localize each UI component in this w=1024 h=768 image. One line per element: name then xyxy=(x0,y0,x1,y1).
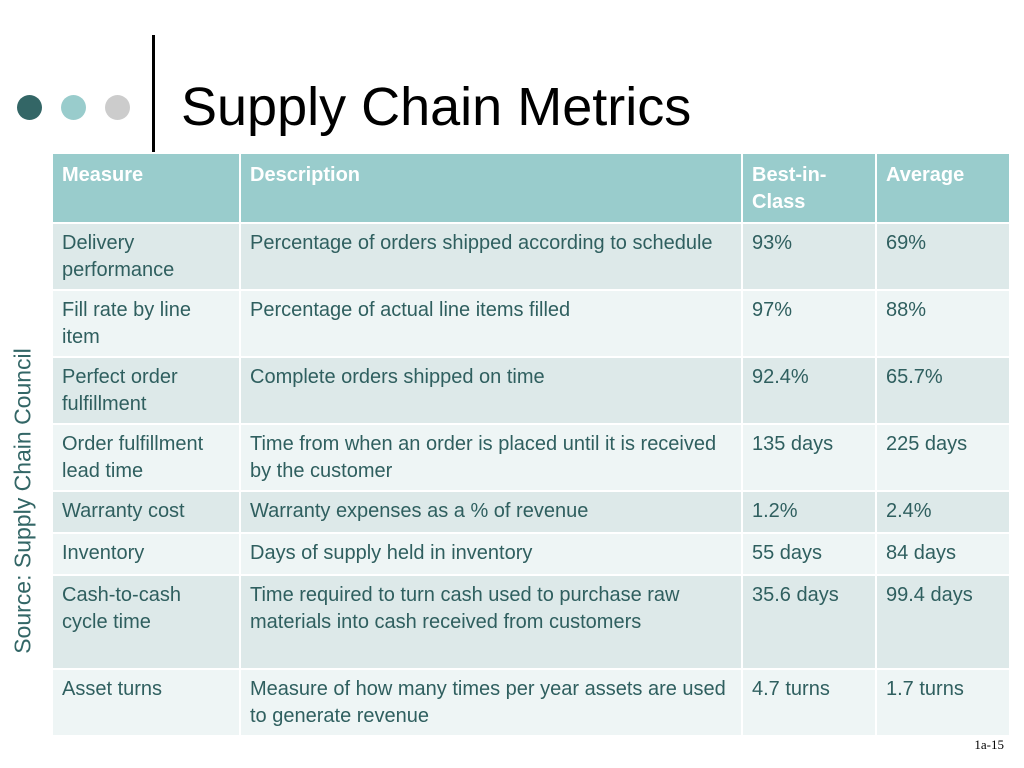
measure-cell: Perfect order fulfillment xyxy=(53,358,239,423)
table-row: Delivery performance Percentage of order… xyxy=(53,224,1009,289)
average-cell: 69% xyxy=(877,224,1009,289)
average-cell: 65.7% xyxy=(877,358,1009,423)
measure-cell: Asset turns xyxy=(53,670,239,735)
metrics-table: Measure Description Best-in-Class Averag… xyxy=(51,152,1011,737)
table-header-row: Measure Description Best-in-Class Averag… xyxy=(53,154,1009,222)
column-header-description: Description xyxy=(241,154,741,222)
measure-cell: Inventory xyxy=(53,534,239,574)
source-note: Source: Supply Chain Council xyxy=(9,348,36,654)
description-cell: Time from when an order is placed until … xyxy=(241,425,741,490)
best-in-class-cell: 1.2% xyxy=(743,492,875,532)
table-row: Order fulfillment lead time Time from wh… xyxy=(53,425,1009,490)
page-number: 1a-15 xyxy=(974,737,1004,752)
column-header-best-in-class: Best-in-Class xyxy=(743,154,875,222)
measure-cell: Fill rate by line item xyxy=(53,291,239,356)
average-cell: 1.7 turns xyxy=(877,670,1009,735)
description-cell: Percentage of actual line items filled xyxy=(241,291,741,356)
average-cell: 225 days xyxy=(877,425,1009,490)
average-cell: 88% xyxy=(877,291,1009,356)
measure-cell: Warranty cost xyxy=(53,492,239,532)
description-cell: Percentage of orders shipped according t… xyxy=(241,224,741,289)
best-in-class-cell: 93% xyxy=(743,224,875,289)
column-header-average: Average xyxy=(877,154,1009,222)
title-divider xyxy=(152,35,155,152)
description-cell: Warranty expenses as a % of revenue xyxy=(241,492,741,532)
measure-cell: Delivery performance xyxy=(53,224,239,289)
description-cell: Time required to turn cash used to purch… xyxy=(241,576,741,668)
decorative-dot-gray xyxy=(105,95,130,120)
table-row: Cash-to-cash cycle time Time required to… xyxy=(53,576,1009,668)
average-cell: 2.4% xyxy=(877,492,1009,532)
slide-title: Supply Chain Metrics xyxy=(181,77,692,137)
description-cell: Complete orders shipped on time xyxy=(241,358,741,423)
best-in-class-cell: 35.6 days xyxy=(743,576,875,668)
column-header-measure: Measure xyxy=(53,154,239,222)
table-row: Asset turns Measure of how many times pe… xyxy=(53,670,1009,735)
source-note-container: Source: Supply Chain Council xyxy=(5,330,41,672)
table-row: Perfect order fulfillment Complete order… xyxy=(53,358,1009,423)
measure-cell: Order fulfillment lead time xyxy=(53,425,239,490)
decorative-dot-dark xyxy=(17,95,42,120)
decorative-dot-teal xyxy=(61,95,86,120)
table-row: Fill rate by line item Percentage of act… xyxy=(53,291,1009,356)
description-cell: Measure of how many times per year asset… xyxy=(241,670,741,735)
average-cell: 99.4 days xyxy=(877,576,1009,668)
measure-cell: Cash-to-cash cycle time xyxy=(53,576,239,668)
table-row: Warranty cost Warranty expenses as a % o… xyxy=(53,492,1009,532)
description-cell: Days of supply held in inventory xyxy=(241,534,741,574)
table-row: Inventory Days of supply held in invento… xyxy=(53,534,1009,574)
best-in-class-cell: 4.7 turns xyxy=(743,670,875,735)
best-in-class-cell: 92.4% xyxy=(743,358,875,423)
best-in-class-cell: 135 days xyxy=(743,425,875,490)
best-in-class-cell: 97% xyxy=(743,291,875,356)
best-in-class-cell: 55 days xyxy=(743,534,875,574)
average-cell: 84 days xyxy=(877,534,1009,574)
